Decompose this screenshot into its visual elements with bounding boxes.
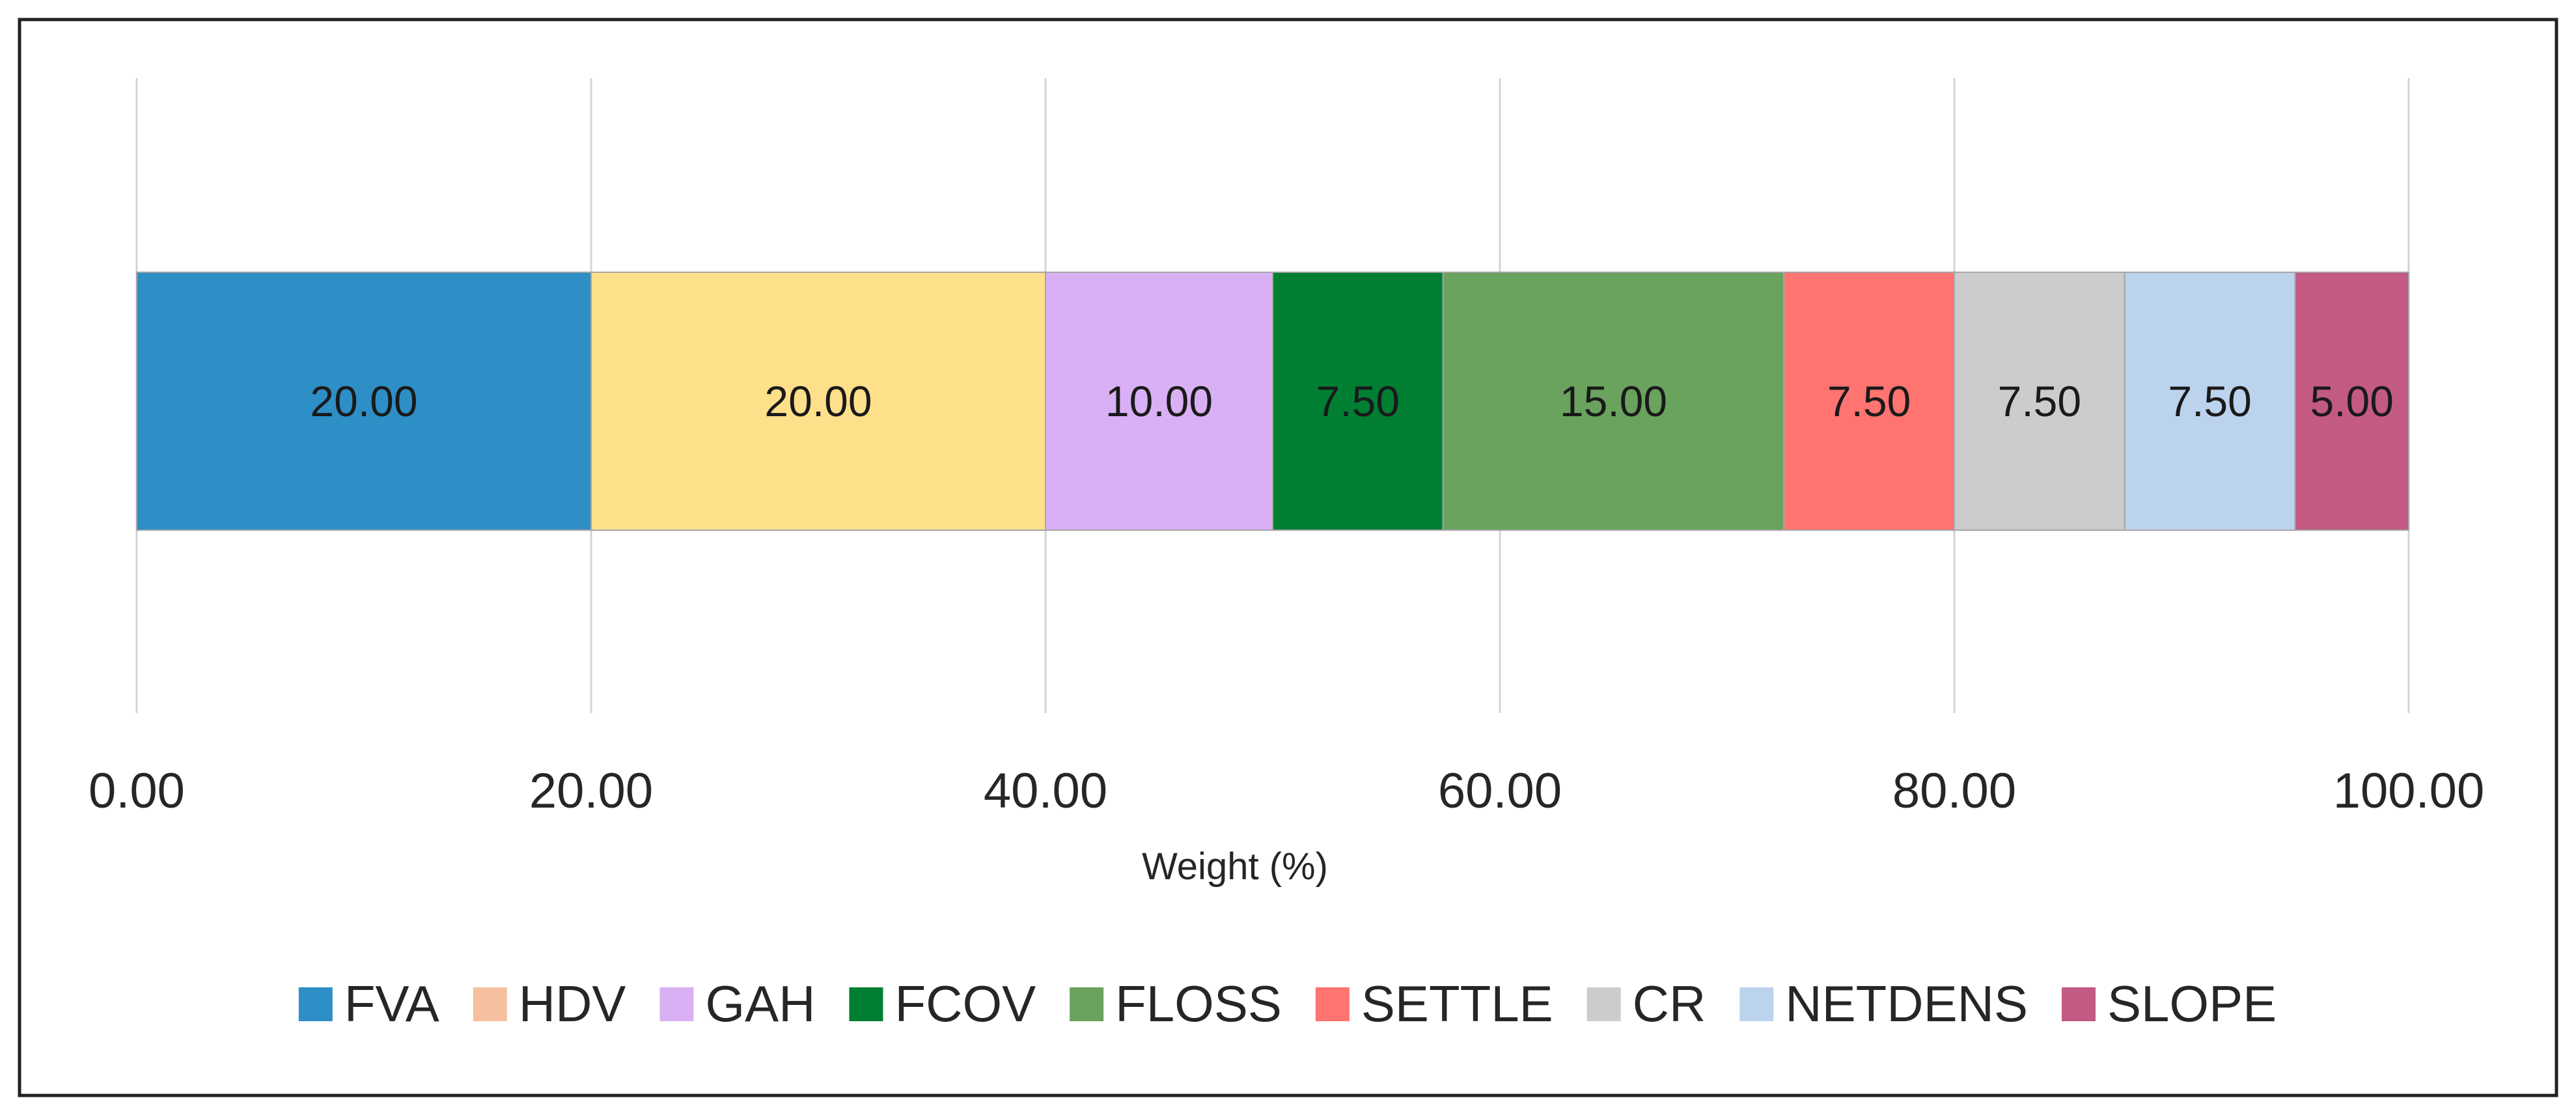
data-label-fcov: 7.50 [1316,377,1400,425]
bar-segment-settle [1783,272,1955,531]
legend-label-slope: SLOPE [2107,975,2277,1032]
legend-label-fva: FVA [344,975,439,1032]
x-tick-label: 80.00 [1892,763,2016,819]
x-tick-label: 100.00 [2333,763,2484,819]
legend-swatch-hdv [473,987,507,1021]
data-label-hdv: 20.00 [764,377,872,425]
data-labels: 20.00 20.00 10.00 7.50 15.00 7.50 7.50 7.50 5.00 [310,377,2394,425]
legend-swatch-fcov [849,987,883,1021]
legend-swatch-fva [298,987,333,1021]
bar-segment-slope [2294,272,2409,531]
legend-label-settle: SETTLE [1361,975,1553,1032]
legend-label-floss: FLOSS [1115,975,1282,1032]
legend-label-netdens: NETDENS [1785,975,2028,1032]
legend-swatch-settle [1315,987,1350,1021]
x-tick-label: 20.00 [529,763,653,819]
legend-label-cr: CR [1633,975,1706,1032]
legend-swatch-netdens [1739,987,1774,1021]
bar-segment-fcov [1272,272,1444,531]
x-axis-ticks: 0.00 20.00 40.00 60.00 80.00 100.00 [89,763,2484,819]
bar-segments [136,272,2409,531]
bar-segment-floss [1442,272,1785,531]
legend-label-fcov: FCOV [894,975,1036,1032]
x-tick-label: 0.00 [89,763,185,819]
bar-segment-cr [1954,272,2126,531]
bar-segment-fva [136,272,592,531]
data-label-slope: 5.00 [2310,377,2394,425]
bar-segment-netdens [2124,272,2296,531]
legend-swatch-cr [1586,987,1621,1021]
legend-swatch-slope [2062,987,2096,1021]
legend-swatch-floss [1070,987,1104,1021]
chart-frame [18,18,2558,1097]
x-tick-label: 40.00 [984,763,1107,819]
legend-label-gah: GAH [705,975,815,1032]
x-axis-title: Weight (%) [1142,845,1328,888]
data-label-cr: 7.50 [1998,377,2081,425]
legend-label-hdv: HDV [519,975,626,1032]
data-label-gah: 10.00 [1105,377,1213,425]
data-label-fva: 20.00 [310,377,417,425]
bar-segment-gah [1045,272,1273,531]
legend-swatch-gah [659,987,694,1021]
data-label-netdens: 7.50 [2168,377,2251,425]
data-label-floss: 15.00 [1560,377,1667,425]
legend: FVA HDV GAH FCOV FLOSS SETTLE CR NETDENS SLOPE [298,975,2277,1032]
data-label-settle: 7.50 [1827,377,1911,425]
x-tick-label: 60.00 [1438,763,1562,819]
